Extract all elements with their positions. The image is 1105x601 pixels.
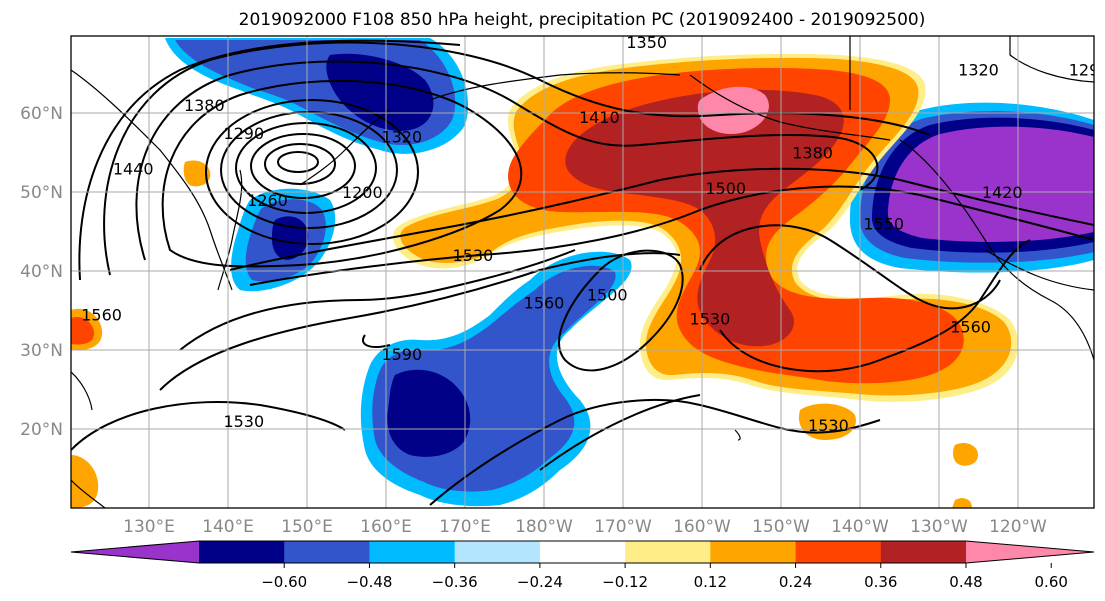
lon-label-group: 130°E 140°E 150°E 160°E 170°E 180°W 170°W 160°W… (123, 517, 1047, 537)
colorbar-segment (710, 541, 797, 563)
contour-label: 1420 (982, 183, 1023, 202)
contour-label: 1410 (579, 108, 620, 127)
contour-label: 1290 (223, 124, 264, 143)
colorbar-extend-high (966, 541, 1094, 563)
contour-label: 1530 (223, 412, 264, 431)
lat-tick-label: 40°N (20, 262, 63, 282)
colorbar-tick-label: 0.60 (1035, 573, 1068, 591)
contour-label: 1380 (792, 144, 833, 163)
contour-label: 1380 (184, 96, 225, 115)
colorbar-tick-label: 0.24 (779, 573, 812, 591)
lon-tick-label: 140°W (831, 517, 889, 537)
contour-label: 1560 (524, 294, 565, 313)
lon-tick-label: 170°E (439, 517, 491, 537)
colorbar-segment (454, 541, 541, 563)
colorbar-segment (539, 541, 626, 563)
contour-label: 1260 (247, 191, 288, 210)
lat-tick-label: 60°N (20, 104, 63, 124)
contour-label: 1440 (113, 159, 154, 178)
colorbar-outline (70, 540, 1095, 564)
contour-label: 1560 (81, 305, 122, 324)
map-title: 2019092000 F108 850 hPa height, precipit… (239, 10, 926, 30)
positive-anomaly-west (71, 160, 211, 508)
contour-label: 1550 (863, 215, 904, 234)
colorbar-tick-label: −0.12 (602, 573, 648, 591)
colorbar-tick-label: 0.36 (864, 573, 897, 591)
map-frame (70, 35, 1095, 509)
contour-label: 1500 (587, 286, 628, 305)
lon-tick-label: 140°E (202, 517, 254, 537)
contour-label: 1200 (342, 183, 383, 202)
lat-label-group: 60°N 50°N 40°N 30°N 20°N (20, 104, 63, 440)
contour-label: 1530 (808, 416, 849, 435)
contour-label: 1530 (453, 246, 494, 265)
positive-anomaly-main (392, 53, 1019, 402)
map-plot-area: 1380 1290 1440 1260 1200 1320 1350 1410 1380 1500… (71, 33, 1105, 508)
lon-tick-label: 130°E (123, 517, 175, 537)
lon-tick-label: 150°W (752, 517, 810, 537)
colorbar-segment (625, 541, 711, 563)
colorbar-tick-label: −0.60 (261, 573, 307, 591)
lon-tick-label: 170°W (594, 517, 652, 537)
lon-tick-label: 150°E (281, 517, 333, 537)
graticule (71, 36, 1094, 508)
lat-tick-label: 50°N (20, 183, 63, 203)
colorbar-segment (199, 541, 285, 563)
colorbar-segment (880, 541, 967, 563)
lon-tick-label: 160°E (360, 517, 412, 537)
contour-label: 1530 (690, 309, 731, 328)
contour-label: 1320 (381, 128, 422, 147)
colorbar-tick-group: −0.60 −0.48 −0.36 −0.24 −0.12 0.12 0.24 0.36 0.4… (261, 563, 1068, 591)
colorbar (70, 540, 1095, 564)
colorbar-segment (284, 541, 370, 563)
lat-tick-label: 30°N (20, 341, 63, 361)
coastlines (71, 36, 1094, 508)
contour-label: 1500 (705, 179, 746, 198)
contour-label: 1560 (950, 317, 991, 336)
lon-tick-label: 160°W (673, 517, 731, 537)
contour-label: 1290 (1069, 61, 1105, 80)
colorbar-tick-label: −0.24 (517, 573, 563, 591)
lon-tick-label: 130°W (910, 517, 968, 537)
colorbar-segment (369, 541, 456, 563)
contour-label: 1590 (381, 345, 422, 364)
lon-tick-label: 120°W (989, 517, 1047, 537)
lat-tick-label: 20°N (20, 420, 63, 440)
colorbar-segment (795, 541, 882, 563)
lon-tick-label: 180°W (515, 517, 573, 537)
colorbar-tick-label: 0.12 (694, 573, 727, 591)
colorbar-tick-label: −0.48 (346, 573, 392, 591)
negative-anomaly-south (360, 251, 632, 507)
contour-label: 1320 (958, 61, 999, 80)
colorbar-tick-label: −0.36 (432, 573, 478, 591)
contour-label-group: 1380 1290 1440 1260 1200 1320 1350 1410 1380 1500… (81, 33, 1105, 435)
negative-anomaly-northwest (165, 38, 469, 292)
colorbar-extend-low (71, 541, 199, 563)
contour-label: 1350 (626, 33, 667, 52)
colorbar-tick-label: 0.48 (949, 573, 982, 591)
